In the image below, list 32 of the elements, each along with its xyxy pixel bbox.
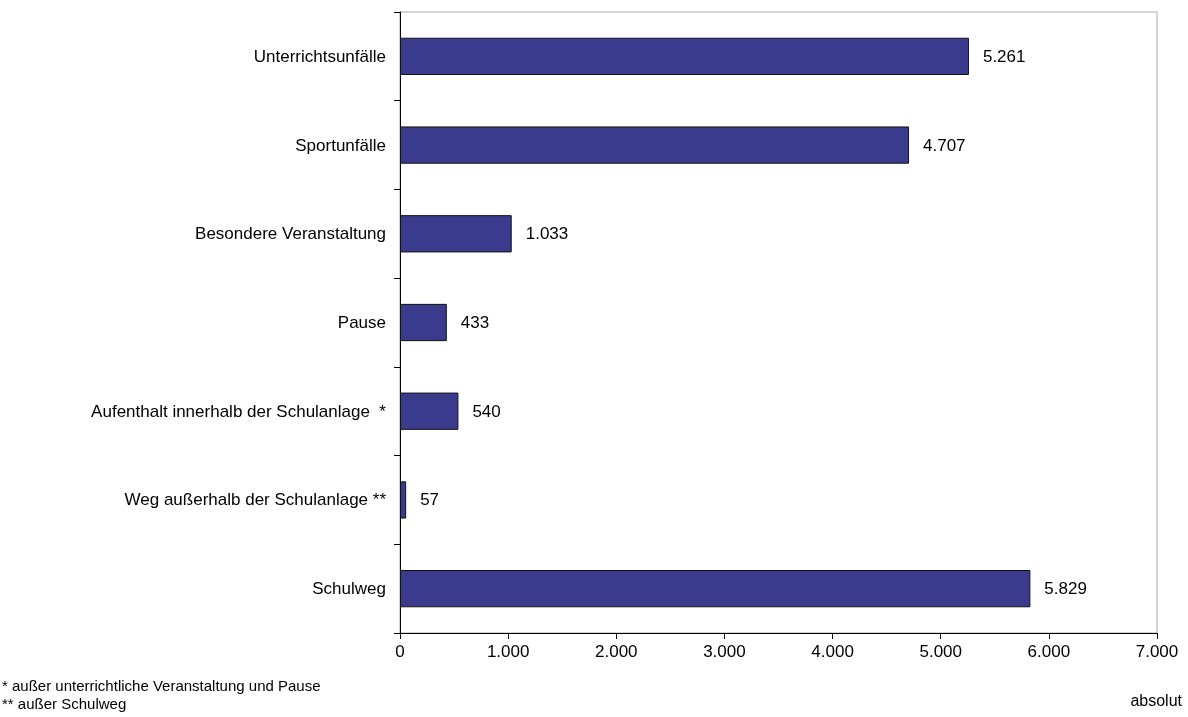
y-tick-label: Sportunfälle	[295, 135, 386, 155]
data-label: 5.261	[982, 46, 1026, 66]
text: * außer unterrichtliche Veranstaltung und Pause	[2, 677, 321, 694]
x-tick-label: 6.000	[1027, 642, 1071, 661]
x-tick-label: 2.000	[595, 642, 638, 661]
y-tick-label: Unterrichtsunfälle	[253, 46, 386, 66]
bar	[400, 392, 459, 430]
bar	[400, 570, 1031, 608]
data-label: 57	[420, 490, 440, 510]
data-label: 4.707	[923, 135, 966, 155]
bar	[400, 215, 512, 253]
x-tick-label: 3.000	[703, 642, 746, 661]
x-tick-label: 0	[395, 642, 405, 661]
y-tick-label: Weg außerhalb der Schulanlage **	[124, 490, 387, 510]
bar	[400, 303, 447, 342]
data-label: 433	[460, 313, 490, 332]
x-axis-title: absolut	[1130, 691, 1183, 709]
bar	[400, 37, 969, 75]
y-tick-label: Aufenthalt innerhalb der Schulanlage *	[91, 401, 387, 421]
y-tick-label: Pause	[337, 313, 386, 332]
x-tick-label: 5.000	[919, 642, 962, 661]
x-tick-label: 4.000	[811, 642, 854, 661]
y-tick-label: Besondere Veranstaltung	[195, 224, 386, 244]
bar	[400, 481, 407, 519]
text: ** außer Schulweg	[2, 695, 127, 712]
data-label: 540	[472, 401, 501, 421]
x-tick-label: 7.000	[1135, 642, 1179, 661]
x-tick-label: 1.000	[486, 642, 530, 661]
data-label: 5.829	[1044, 579, 1087, 599]
data-label: 1.033	[525, 224, 569, 244]
bar	[400, 126, 910, 164]
y-tick-label: Schulweg	[312, 579, 386, 599]
